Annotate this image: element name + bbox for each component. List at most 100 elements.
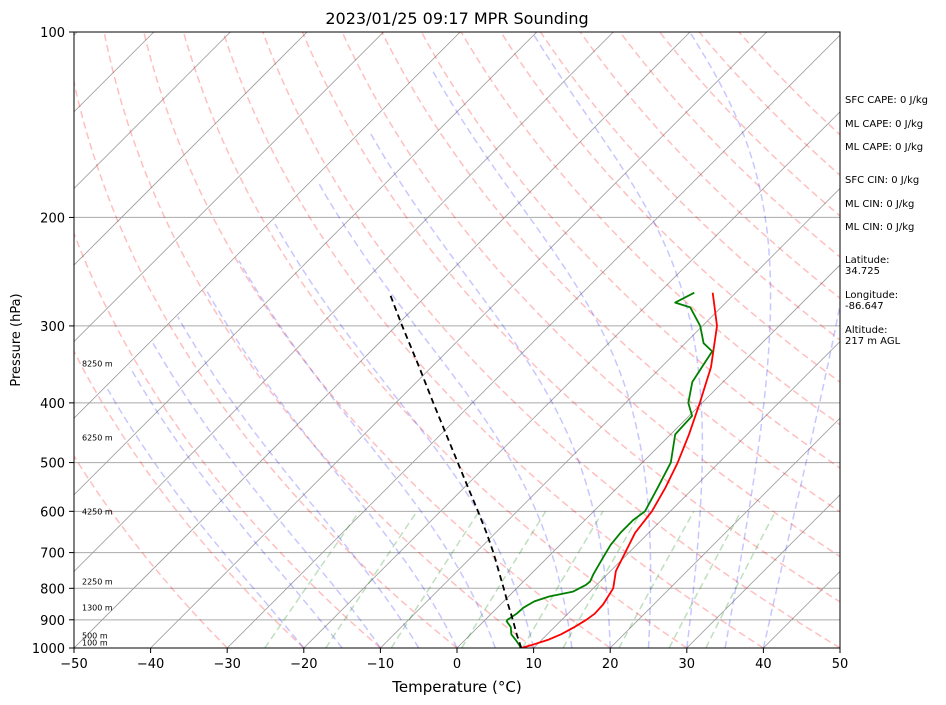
dry-adiabat-line — [182, 32, 688, 648]
isotherm-line — [74, 32, 461, 419]
height-label: 8250 m — [82, 359, 113, 368]
dry-adiabat-line — [381, 32, 840, 513]
x-tick-label: −50 — [60, 657, 87, 672]
dewpoint-profile-line — [505, 291, 714, 648]
chart-title: 2023/01/25 09:17 MPR Sounding — [325, 9, 588, 28]
info-annotation: ML CAPE: 0 J/kg — [845, 119, 924, 130]
info-annotation: Latitude: 34.725 — [845, 255, 890, 277]
isotherm-line — [150, 32, 767, 648]
mixing-ratio-line — [461, 510, 547, 648]
y-tick-label: 100 — [40, 26, 65, 41]
mixing-ratio-line — [521, 510, 604, 648]
x-tick-label: 20 — [602, 657, 619, 672]
info-annotation: ML CIN: 0 J/kg — [845, 199, 915, 210]
mixing-ratio-line — [668, 510, 742, 648]
dry-adiabat-line — [103, 32, 535, 648]
y-tick-label: 500 — [40, 457, 65, 472]
isotherm-line — [74, 32, 614, 572]
isotherm-line — [303, 111, 840, 648]
plot-frame — [73, 31, 841, 649]
x-tick-label: −10 — [367, 657, 394, 672]
isotherm-line — [533, 341, 840, 648]
info-annotation: SFC CIN: 0 J/kg — [845, 175, 920, 186]
moist-adiabat-line — [531, 32, 704, 648]
mixing-ratio-line — [264, 510, 360, 648]
height-label: 100 m — [82, 639, 108, 648]
moist-adiabat-line — [368, 131, 611, 648]
y-tick-label: 900 — [40, 614, 65, 629]
dry-adiabat-line — [74, 454, 228, 648]
moist-adiabat-line — [177, 316, 420, 648]
info-annotation: ML CIN: 0 J/kg — [845, 222, 915, 233]
isotherm-line — [74, 32, 384, 343]
moist-adiabat-line — [152, 342, 382, 648]
isotherm-line — [686, 494, 840, 648]
mixing-ratio-line — [325, 510, 418, 648]
x-tick-label: −20 — [290, 657, 317, 672]
dry-adiabat-line — [74, 231, 381, 648]
y-tick-label: 600 — [40, 505, 65, 520]
isotherm-line — [74, 32, 538, 496]
parcel-profile-line — [388, 292, 523, 648]
isotherm-line — [74, 32, 231, 189]
info-annotation: SFC CAPE: 0 J/kg — [845, 95, 928, 106]
isotherm-line — [380, 187, 840, 648]
dry-adiabat-line — [341, 32, 840, 558]
mixing-ratio-line — [618, 510, 695, 648]
chart-series — [388, 291, 718, 648]
x-tick-label: 50 — [832, 657, 849, 672]
height-label: 500 m — [82, 632, 108, 641]
y-tick-label: 300 — [40, 320, 65, 335]
dry-adiabat-line — [659, 32, 840, 217]
isotherm-line — [0, 32, 1, 648]
isotherm-line — [609, 417, 840, 648]
height-label: 1300 m — [82, 604, 113, 613]
info-annotation: ML CAPE: 0 J/kg — [845, 142, 924, 153]
dry-adiabat-line — [262, 32, 840, 648]
x-axis-label: Temperature (°C) — [391, 678, 521, 696]
y-axis-label: Pressure (hPa) — [9, 293, 24, 386]
isotherm-line — [456, 264, 840, 648]
moist-adiabat-line — [689, 32, 772, 648]
dry-adiabat-line — [222, 32, 764, 648]
info-annotation: Longitude: -86.647 — [845, 290, 899, 312]
dry-adiabat-line — [579, 32, 840, 300]
x-tick-label: 40 — [755, 657, 772, 672]
info-annotation: Altitude: 217 m AGL — [845, 325, 901, 347]
mixing-ratio-line — [705, 510, 777, 648]
temperature-profile-line — [521, 292, 718, 648]
moist-adiabat-line — [431, 69, 652, 648]
dry-adiabat-line — [143, 32, 611, 648]
y-tick-label: 400 — [40, 397, 65, 412]
x-tick-label: 0 — [453, 657, 461, 672]
moist-adiabat-line — [238, 260, 496, 648]
x-tick-label: −40 — [137, 657, 164, 672]
isotherm-line — [74, 32, 308, 266]
moist-adiabat-line — [106, 388, 305, 648]
mixing-ratio-line — [390, 510, 480, 648]
x-tick-label: −30 — [213, 657, 240, 672]
y-tick-label: 200 — [40, 211, 65, 226]
dry-adiabat-line — [301, 32, 840, 603]
y-tick-label: 1000 — [32, 642, 65, 657]
x-tick-label: 30 — [679, 657, 696, 672]
isotherm-line — [74, 32, 691, 648]
moist-adiabat-line — [274, 223, 535, 648]
dry-adiabat-line — [420, 32, 840, 469]
x-tick-label: 10 — [525, 657, 542, 672]
moist-adiabat-line — [762, 300, 840, 648]
moist-adiabat-line — [204, 287, 458, 648]
y-tick-label: 800 — [40, 582, 65, 597]
dry-adiabat-line — [500, 32, 840, 384]
y-tick-label: 700 — [40, 547, 65, 562]
moist-adiabat-line — [317, 181, 573, 648]
moist-adiabat-line — [129, 366, 343, 648]
chart-grid — [0, 32, 840, 648]
height-label: 6250 m — [82, 433, 113, 442]
dry-adiabat-line — [74, 79, 458, 648]
height-label: 4250 m — [82, 507, 113, 516]
height-label: 2250 m — [82, 578, 113, 587]
dry-adiabat-line — [460, 32, 840, 426]
